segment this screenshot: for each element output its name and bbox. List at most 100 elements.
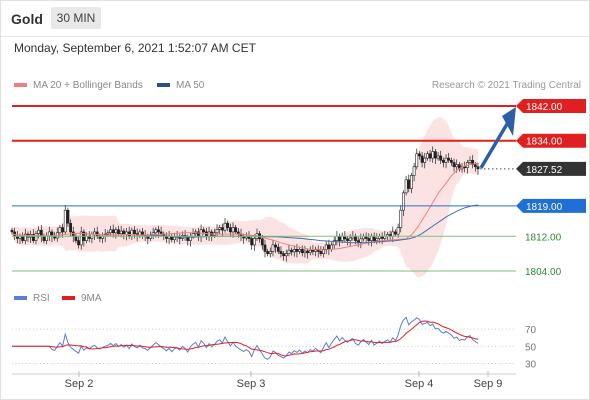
candle-body — [452, 162, 456, 168]
candle-body — [311, 249, 315, 252]
candle-body — [45, 235, 49, 241]
candle-body — [332, 240, 336, 246]
rsi-tick-30: 30 — [525, 359, 537, 370]
candle-body — [308, 249, 312, 254]
candle-body — [117, 229, 120, 234]
candle-body — [473, 164, 477, 168]
candle-body — [431, 151, 435, 159]
candle-body — [436, 155, 440, 159]
candle-body — [252, 238, 256, 246]
instrument-title: Gold — [11, 11, 43, 27]
candle-body — [471, 159, 475, 165]
candle-body — [109, 229, 112, 234]
header-bar: Gold 30 MIN — [0, 0, 590, 37]
candle-body — [433, 151, 437, 159]
candle-body — [263, 244, 267, 252]
candle-body — [303, 250, 307, 254]
candle-body — [157, 229, 160, 233]
rsi-ma-line — [12, 320, 479, 357]
candle-body — [335, 235, 339, 241]
candle-body — [399, 209, 403, 228]
candle-body — [21, 235, 25, 241]
candle-body — [154, 229, 158, 234]
candle-body — [93, 231, 96, 235]
x-tick-label-2: Sep 4 — [405, 378, 434, 390]
candle-body — [324, 244, 328, 250]
candle-body — [468, 159, 472, 163]
candle-body — [10, 229, 14, 233]
candle-body — [276, 246, 280, 252]
candle-body — [420, 155, 424, 163]
candle-body — [346, 238, 349, 241]
candle-body — [271, 244, 275, 252]
x-tick-label-3: Sep 9 — [474, 378, 503, 390]
candle-body — [204, 231, 208, 237]
candle-body — [306, 250, 309, 254]
candle-body — [396, 227, 400, 235]
candle-body — [266, 251, 270, 254]
candle-body — [34, 233, 38, 241]
legend-ma50: MA 50 — [157, 80, 204, 91]
candle-body — [290, 249, 294, 253]
candle-body — [31, 234, 35, 241]
forecast-arrow-head — [502, 107, 516, 137]
timestamp: Monday, September 6, 2021 1:52:07 AM CET — [14, 41, 256, 55]
ma50-label: MA 50 — [176, 80, 205, 91]
candle-body — [372, 235, 376, 241]
candle-body — [58, 227, 62, 234]
candle-body — [63, 209, 67, 233]
candle-body — [215, 229, 219, 234]
candle-body — [260, 238, 264, 246]
candle-body — [359, 238, 363, 243]
candle-body — [439, 155, 443, 161]
level-1827-52-label: 1827.52 — [526, 165, 563, 176]
candle-body — [338, 235, 341, 241]
level-1827-52-tag — [516, 161, 586, 176]
candle-body — [407, 179, 411, 189]
candle-body — [114, 229, 118, 234]
candle-body — [418, 153, 421, 157]
candle-body — [327, 244, 331, 250]
candle-body — [228, 227, 232, 233]
candle-body — [292, 248, 296, 253]
candle-body — [268, 251, 272, 254]
candle-body — [61, 227, 64, 233]
candle-body — [79, 231, 83, 246]
candle-body — [298, 248, 301, 252]
candle-body — [463, 166, 467, 169]
candle-body — [186, 236, 190, 241]
level-1804-00-label: 1804.00 — [525, 267, 562, 278]
rsi-tick-50: 50 — [525, 342, 537, 353]
ma50-swatch — [157, 83, 170, 88]
candle-body — [415, 153, 419, 168]
legend-9ma: 9MA — [62, 293, 102, 304]
legend-ma20: MA 20 + Bollinger Bands — [14, 80, 143, 91]
timeframe-badge[interactable]: 30 MIN — [51, 7, 101, 29]
candle-body — [111, 229, 115, 234]
candle-body — [231, 227, 235, 233]
candle-body — [274, 244, 278, 248]
candle-body — [300, 248, 304, 254]
level-1842-00-tag — [516, 99, 586, 113]
candle-body — [282, 253, 286, 257]
ma20-label: MA 20 + Bollinger Bands — [33, 80, 143, 91]
level-1834-00-tag — [516, 133, 586, 148]
candle-body — [226, 222, 230, 228]
candle-body — [23, 233, 27, 241]
candle-body — [476, 166, 480, 170]
candle-body — [69, 222, 72, 233]
level-1819-00-tag — [516, 198, 586, 213]
candle-body — [447, 157, 451, 161]
candle-body — [441, 159, 445, 163]
candle-body — [223, 222, 227, 231]
candle-body — [402, 192, 405, 211]
candle-body — [133, 229, 136, 234]
candle-body — [130, 229, 134, 237]
x-tick-label-0: Sep 2 — [65, 378, 94, 390]
candle-body — [119, 230, 123, 234]
level-1812-00-label: 1812.00 — [525, 232, 562, 243]
bollinger-band-area — [12, 117, 478, 278]
candle-body — [428, 153, 432, 159]
candle-body — [455, 164, 459, 168]
